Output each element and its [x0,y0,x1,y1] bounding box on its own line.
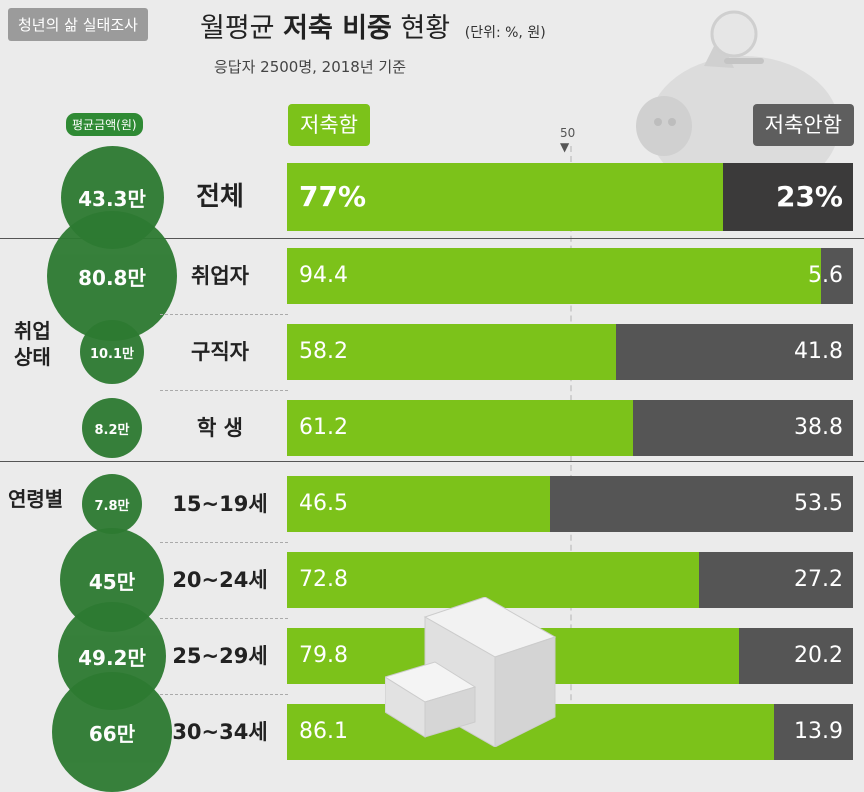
category-label-2: 구직자 [191,340,249,364]
value-nosave-0: 23% [775,180,843,213]
bar-save-0 [287,163,723,231]
row-divider-2 [160,314,288,315]
bar-nosave-3 [633,400,853,456]
row-divider-3 [160,390,288,391]
avg-amount-bubble-1: 80.8만 [47,211,177,341]
avg-amount-bubble-3: 8.2만 [82,398,142,458]
infographic: 청년의 삶 실태조사 월평균 저축 비중 현황 (단위: %, 원) 응답자 2… [0,8,864,792]
legend-nosave: 저축안함 [752,104,854,146]
survey-badge: 청년의 삶 실태조사 [8,8,148,41]
unit-label: (단위: %, 원) [464,25,546,41]
avg-amount-bubble-4: 7.8만 [82,474,142,534]
category-label-3: 학 생 [197,416,243,440]
category-label-0: 전체 [196,182,244,212]
group-age: 연령별 [8,487,64,511]
fifty-marker: 50 ▼ [560,126,576,154]
separator-total [0,238,864,239]
category-label-4: 15~19세 [172,492,268,516]
bar-save-2 [287,324,616,380]
bar-save-3 [287,400,633,456]
value-save-4: 46.5 [299,491,348,516]
chart-subtitle: 응답자 2500명, 2018년 기준 [214,58,407,76]
row-divider-6 [160,618,288,619]
avg-amount-bubble-7: 66만 [52,672,172,792]
bar-nosave-7 [774,704,853,760]
legend-save: 저축함 [288,104,370,146]
row-divider-5 [160,542,288,543]
value-nosave-4: 53.5 [794,491,843,516]
piggy-bank-icon [636,10,839,196]
row-divider-7 [160,694,288,695]
category-label-6: 25~29세 [172,644,268,668]
bar-nosave-2 [616,324,853,380]
group-employment: 취업 상태 [14,319,51,369]
value-save-5: 72.8 [299,567,348,592]
bar-nosave-4 [550,476,853,532]
value-nosave-3: 38.8 [794,415,843,440]
avg-amount-label: 평균금액(원) [66,113,143,136]
bar-save-4 [287,476,550,532]
bar-nosave-0 [723,163,853,231]
money-stack-icon [385,597,557,747]
category-label-7: 30~34세 [172,720,268,744]
bar-save-1 [287,248,821,304]
value-save-7: 86.1 [299,719,348,744]
separator-age [0,461,864,462]
value-save-6: 79.8 [299,643,348,668]
bar-nosave-1 [821,248,853,304]
category-label-1: 취업자 [191,264,249,288]
chart-title: 월평균 저축 비중 현황 (단위: %, 원) [200,13,546,44]
bar-nosave-5 [699,552,853,608]
bar-save-5 [287,552,699,608]
value-nosave-7: 13.9 [794,719,843,744]
value-nosave-5: 27.2 [794,567,843,592]
avg-amount-bubble-2: 10.1만 [80,320,144,384]
value-nosave-6: 20.2 [794,643,843,668]
value-nosave-2: 41.8 [794,339,843,364]
value-nosave-1: 5.6 [808,263,843,288]
category-label-5: 20~24세 [172,568,268,592]
bar-nosave-6 [739,628,853,684]
value-save-1: 94.4 [299,263,348,288]
value-save-3: 61.2 [299,415,348,440]
value-save-0: 77% [299,180,367,213]
value-save-2: 58.2 [299,339,348,364]
